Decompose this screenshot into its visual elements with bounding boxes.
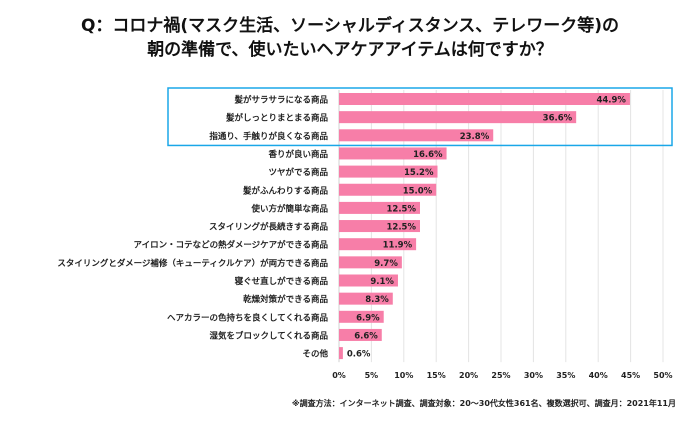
x-tick-label: 45% <box>621 371 640 380</box>
data-label: 11.9% <box>383 241 413 251</box>
data-label: 23.8% <box>460 132 490 142</box>
x-tick-label: 30% <box>524 371 543 380</box>
bar <box>339 183 437 196</box>
title-line-1: Q：コロナ禍(マスク生活、ソーシャルディスタンス、テレワーク等)の <box>80 16 620 36</box>
category-label: アイロン・コテなどの熱ダメージケアができる商品 <box>134 240 329 251</box>
chart-title: Q：コロナ禍(マスク生活、ソーシャルディスタンス、テレワーク等)の 朝の準備で、… <box>0 14 700 62</box>
bar <box>339 274 398 287</box>
category-label: 髪がサラサラになる商品 <box>233 95 328 106</box>
data-label: 6.6% <box>354 331 378 341</box>
data-label: 12.5% <box>387 223 417 233</box>
bar <box>339 328 382 341</box>
category-label: ツヤがでる商品 <box>268 167 328 178</box>
x-tick-label: 0% <box>332 371 346 380</box>
x-tick-label: 50% <box>653 371 672 380</box>
data-label: 44.9% <box>596 96 626 106</box>
data-label: 12.5% <box>387 204 417 214</box>
x-tick-label: 25% <box>491 371 510 380</box>
category-label: 使い方が簡単な商品 <box>250 203 328 214</box>
category-label: スタイリングとダメージ補修（キューティクルケア）が両方できる商品 <box>57 258 328 269</box>
x-tick-label: 5% <box>365 371 379 380</box>
bar <box>339 201 420 214</box>
bar <box>339 256 402 269</box>
category-label: 乾燥対策ができる商品 <box>243 294 328 305</box>
category-label: 寝ぐせ直しができる商品 <box>234 276 329 287</box>
category-label: 湿気をブロックしてくれる商品 <box>210 330 329 341</box>
bar <box>339 220 420 233</box>
title-line-2: 朝の準備で、使いたいヘアケアアイテムは何ですか？ <box>147 40 553 60</box>
bar <box>339 147 447 160</box>
data-label: 8.3% <box>365 295 389 305</box>
bar <box>339 238 417 251</box>
category-label: 髪がふんわりする商品 <box>242 185 329 196</box>
data-label: 36.6% <box>543 114 573 124</box>
category-label: 髪がしっとりまとまる商品 <box>225 113 329 124</box>
bar <box>339 93 630 105</box>
x-tick-label: 20% <box>459 371 478 380</box>
data-label: 9.7% <box>374 259 398 269</box>
category-label: 香りが良い商品 <box>267 149 328 160</box>
data-label: 15.0% <box>403 186 433 196</box>
footnote: ※調査方法：インターネット調査、調査対象：20～30代女性361名、複数選択可、… <box>291 399 676 408</box>
x-tick-label: 35% <box>556 371 575 380</box>
data-label: 6.9% <box>356 313 380 323</box>
category-label: ヘアカラーの色持ちを良くしてくれる商品 <box>167 312 328 323</box>
bar <box>339 347 343 360</box>
bar <box>339 111 577 124</box>
bar <box>339 129 494 142</box>
x-tick-label: 15% <box>427 371 446 380</box>
data-label: 16.6% <box>413 150 443 160</box>
bar <box>339 165 438 178</box>
data-label: 9.1% <box>370 277 394 287</box>
x-tick-label: 40% <box>589 371 608 380</box>
x-tick-label: 10% <box>394 371 413 380</box>
category-label: 指通り、手触りが良くなる商品 <box>209 131 328 142</box>
bar <box>339 310 384 323</box>
category-label: その他 <box>302 349 328 360</box>
data-label: 15.2% <box>404 168 434 178</box>
bar <box>339 292 393 305</box>
highlight-box <box>167 87 673 147</box>
category-label: スタイリングが長続きする商品 <box>209 222 329 233</box>
data-label: 0.6% <box>347 350 371 360</box>
